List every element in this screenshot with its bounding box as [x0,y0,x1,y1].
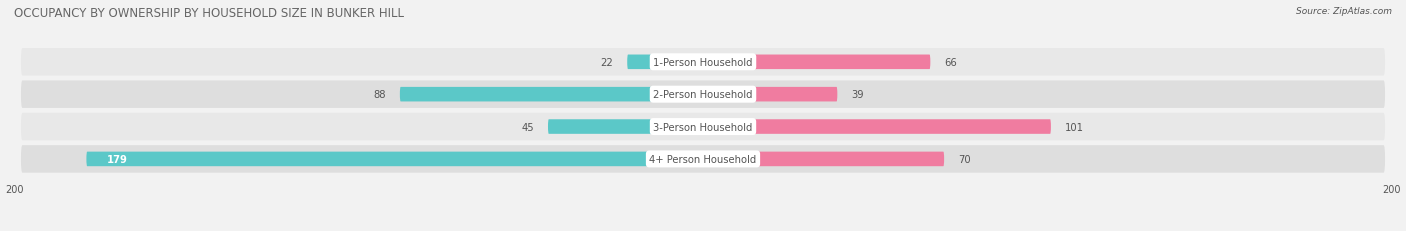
FancyBboxPatch shape [21,146,1385,173]
Text: 66: 66 [945,58,957,67]
FancyBboxPatch shape [21,49,1385,76]
FancyBboxPatch shape [21,113,1385,141]
FancyBboxPatch shape [21,81,1385,109]
Text: 88: 88 [374,90,387,100]
Text: 45: 45 [522,122,534,132]
Text: 22: 22 [600,58,613,67]
FancyBboxPatch shape [399,88,703,102]
Text: 101: 101 [1064,122,1084,132]
FancyBboxPatch shape [86,152,703,167]
Text: 39: 39 [851,90,863,100]
Text: 3-Person Household: 3-Person Household [654,122,752,132]
FancyBboxPatch shape [703,152,945,167]
Text: 2-Person Household: 2-Person Household [654,90,752,100]
Text: 179: 179 [107,154,128,164]
Text: 70: 70 [957,154,970,164]
FancyBboxPatch shape [548,120,703,134]
FancyBboxPatch shape [703,88,838,102]
Text: Source: ZipAtlas.com: Source: ZipAtlas.com [1296,7,1392,16]
Text: 1-Person Household: 1-Person Household [654,58,752,67]
Text: OCCUPANCY BY OWNERSHIP BY HOUSEHOLD SIZE IN BUNKER HILL: OCCUPANCY BY OWNERSHIP BY HOUSEHOLD SIZE… [14,7,404,20]
FancyBboxPatch shape [703,55,931,70]
FancyBboxPatch shape [627,55,703,70]
FancyBboxPatch shape [703,120,1050,134]
Text: 4+ Person Household: 4+ Person Household [650,154,756,164]
